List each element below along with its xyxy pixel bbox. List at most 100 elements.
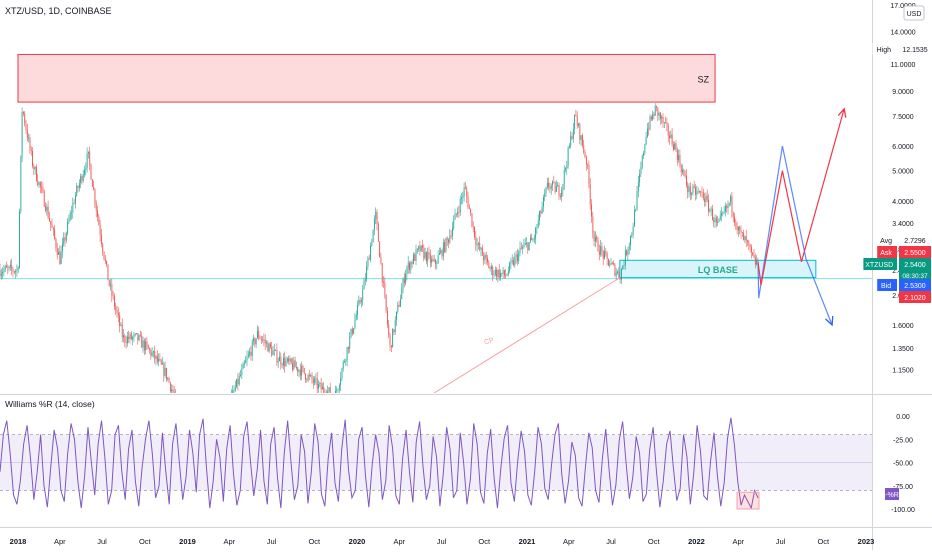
candle-body [544,194,545,198]
candle-body [732,196,733,212]
candle-body [591,204,592,216]
candle-body [644,144,645,153]
oversold-highlight[interactable] [737,492,759,509]
candle-body [115,307,116,310]
avg-value: 2.7296 [904,238,926,245]
candle-body [624,265,625,267]
candle-body [583,145,584,152]
candle-body [252,341,253,356]
candle-body [312,375,313,380]
candle-body [234,390,235,391]
candle-body [734,216,735,222]
candle-body [154,351,155,359]
candle-body [492,267,493,276]
candle-body [88,152,89,154]
low-value: 2.1020 [904,295,926,302]
candle-body [284,358,285,366]
candle-body [725,206,726,212]
candle-body [754,255,755,258]
candle-body [297,367,298,372]
candle-body [132,337,133,339]
candle-body [32,151,33,166]
candle-body [75,196,76,204]
candle-body [698,191,699,192]
avg-tag-label: Avg [880,238,892,245]
candle-body [147,342,148,346]
candle-body [92,179,93,186]
candle-body [648,129,649,130]
candle-body [74,203,75,204]
bid-value: 2.5300 [904,283,926,290]
candle-body [46,207,47,211]
candle-body [95,189,96,203]
candle-body [239,376,240,384]
price-tick-label: 6.0000 [892,144,914,151]
candle-body [30,138,31,149]
candle-body [628,250,629,255]
candle-body [720,216,721,220]
candle-body [235,387,236,390]
candle-body [362,289,363,300]
candle-body [407,268,408,274]
candle-body [240,375,241,376]
candle-body [625,251,626,265]
candle-body [621,269,622,280]
candle-body [19,211,20,267]
candle-body [396,312,397,321]
candle-body [152,353,153,356]
candle-body [589,165,590,184]
candle-body [600,246,601,254]
candle-body [245,361,246,364]
candle-body [599,251,600,254]
candle-body [167,378,168,379]
candle-body [609,265,610,266]
candle-body [166,368,167,379]
candle-body [7,268,8,269]
supply-zone[interactable] [18,54,715,102]
candle-body [473,226,474,227]
candle-body [520,248,521,253]
candle-body [50,221,51,225]
time-tick-label: Oct [139,537,152,546]
candle-body [169,378,170,382]
candle-body [366,267,367,280]
candle-body [408,263,409,269]
candle-body [417,249,418,250]
candle-body [457,212,458,214]
candle-body [564,170,565,184]
candle-body [551,185,552,188]
candle-body [360,300,361,302]
candle-body [72,203,73,212]
candle-body [443,242,444,256]
candle-body [687,185,688,192]
candle-body [722,212,723,213]
candle-body [280,357,281,365]
candle-body [433,259,434,261]
candle-body [400,299,401,306]
candle-body [704,198,705,202]
candle-body [531,238,532,240]
symbol-title: XTZ/USD, 1D, COINBASE [5,6,112,16]
candle-body [136,333,137,334]
candle-body [256,338,257,344]
candle-body [299,370,300,372]
candle-body [28,138,29,139]
time-tick-label: 2022 [688,537,705,546]
candle-body [543,197,544,206]
candle-body [292,363,293,369]
candle-body [746,236,747,240]
candle-body [478,243,479,244]
candle-body [277,350,278,363]
candle-body [607,253,608,259]
candle-body [104,252,105,259]
candle-body [639,174,640,183]
candle-body [634,210,635,226]
candle-body [412,262,413,264]
candle-body [244,363,245,364]
candle-body [1,274,2,277]
last-value: 2.5400 [904,262,926,269]
time-tick-label: Oct [478,537,491,546]
candle-body [481,248,482,250]
